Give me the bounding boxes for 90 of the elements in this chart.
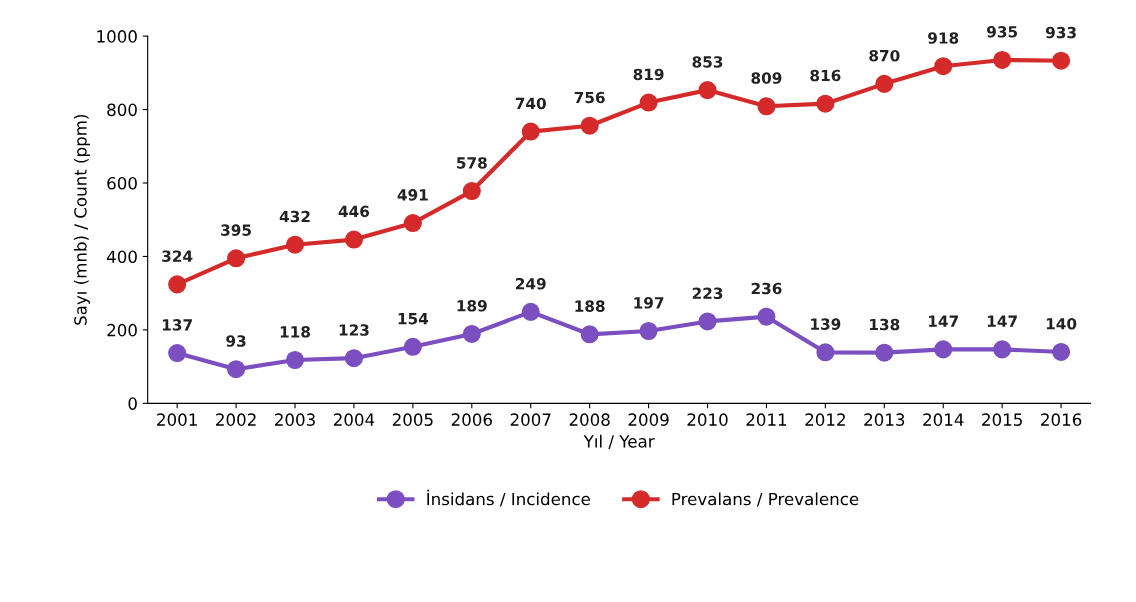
x-tick-label: 2016 — [1041, 413, 1082, 426]
point — [580, 325, 599, 344]
point — [168, 344, 187, 363]
data-label: 740 — [515, 97, 546, 110]
point — [462, 182, 481, 201]
data-label: 236 — [751, 282, 782, 295]
data-label: 223 — [692, 287, 723, 300]
data-label: 249 — [515, 277, 546, 290]
data-label: 188 — [575, 300, 605, 312]
point — [168, 275, 187, 294]
x-tick-label: 2014 — [923, 413, 964, 426]
data-label: 918 — [928, 32, 959, 44]
data-label: 933 — [1045, 26, 1076, 39]
data-label: 137 — [162, 319, 192, 331]
point — [993, 340, 1012, 359]
x-tick-label: 2003 — [275, 413, 315, 426]
point — [521, 302, 540, 321]
data-label: 147 — [929, 315, 958, 327]
legend-label: İnsidans / Incidence — [427, 489, 590, 507]
data-label: 123 — [339, 324, 369, 336]
point — [639, 93, 658, 112]
point — [521, 122, 540, 141]
data-label: 140 — [1046, 317, 1077, 330]
y-tick-label: 1000 — [97, 30, 137, 43]
x-tick-label: 2013 — [864, 413, 905, 426]
point — [875, 74, 894, 93]
point — [403, 337, 422, 356]
x-tick-label: 2012 — [805, 413, 845, 426]
point — [816, 94, 835, 113]
x-tick-label: 2011 — [746, 413, 787, 426]
point — [462, 324, 481, 343]
data-label: 853 — [692, 56, 723, 68]
data-label: 870 — [869, 49, 900, 62]
x-tick-label: 2002 — [216, 413, 256, 426]
point — [934, 57, 953, 76]
point — [698, 81, 717, 100]
data-label: 935 — [987, 26, 1018, 38]
data-label: 756 — [574, 91, 605, 104]
point — [816, 343, 835, 362]
point — [580, 116, 599, 135]
point — [1052, 342, 1071, 361]
x-tick-label: 2004 — [333, 413, 375, 426]
point — [344, 349, 363, 368]
x-tick-label: 2008 — [569, 413, 610, 426]
data-label: 432 — [279, 210, 310, 223]
data-label: 138 — [870, 318, 900, 331]
y-axis-title: Sayı (mnb) / Count (ppm) — [73, 114, 90, 325]
x-axis-title: Yıl / Year — [583, 434, 655, 449]
point — [934, 340, 953, 359]
point — [639, 321, 658, 341]
x-tick-label: 2010 — [687, 413, 728, 426]
point — [1052, 51, 1071, 70]
data-label: 491 — [397, 189, 428, 201]
data-label: 809 — [751, 72, 782, 84]
x-tick-label: 2006 — [451, 413, 492, 426]
x-tick-label: 2015 — [982, 413, 1022, 426]
y-tick-label: 600 — [107, 176, 137, 190]
point — [993, 50, 1012, 70]
data-label: 118 — [280, 326, 310, 338]
y-tick-label: 400 — [106, 250, 137, 264]
data-label: 154 — [398, 313, 429, 325]
point — [757, 307, 776, 326]
point — [285, 350, 305, 370]
data-label: 147 — [987, 315, 1017, 327]
point — [875, 343, 894, 362]
data-label: 189 — [457, 299, 487, 312]
point — [227, 249, 246, 268]
data-label: 197 — [634, 297, 664, 309]
data-label: 93 — [226, 335, 246, 347]
point — [227, 360, 246, 379]
point — [698, 312, 717, 331]
y-tick-label: 800 — [107, 103, 137, 117]
x-tick-label: 2001 — [157, 413, 197, 426]
data-label: 395 — [221, 224, 251, 236]
x-tick-label: 2009 — [628, 413, 669, 426]
x-tick-label: 2005 — [392, 413, 433, 426]
data-label: 578 — [457, 157, 487, 169]
point — [403, 214, 422, 233]
point — [757, 97, 776, 116]
data-label: 446 — [338, 205, 370, 218]
y-tick-label: 0 — [128, 397, 137, 410]
data-label: 139 — [811, 318, 841, 330]
data-label: 324 — [162, 250, 193, 262]
x-tick-label: 2007 — [510, 413, 551, 426]
data-label: 816 — [810, 69, 841, 82]
point — [285, 235, 305, 254]
y-tick-label: 200 — [107, 323, 137, 337]
data-label: 819 — [633, 68, 664, 81]
legend-label: Prevalans / Prevalence — [672, 492, 859, 507]
point — [344, 230, 363, 249]
